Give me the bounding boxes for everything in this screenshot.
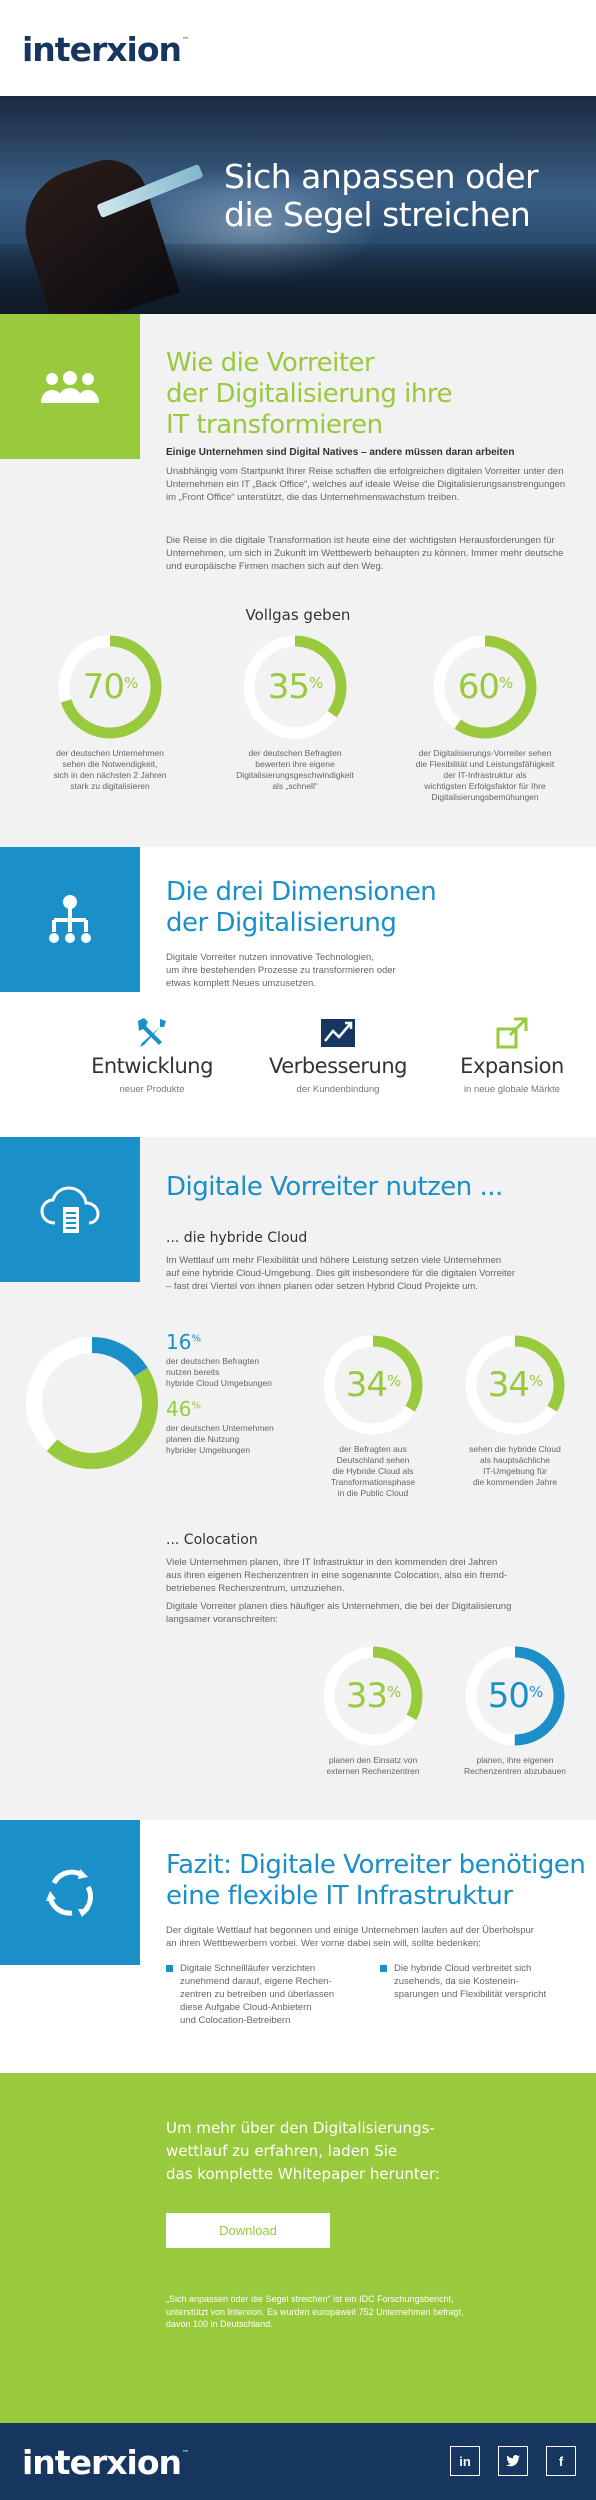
stat-caption: der deutschen Befragten bewerten ihre eig… — [236, 748, 354, 791]
section-title: Digitale Vorreiter nutzen ... — [166, 1172, 503, 1202]
section-conclusion: Fazit: Digitale Vorreiter benötigen eine … — [0, 1820, 596, 2073]
hero-title: Sich anpassen oder die Segel streichen — [224, 157, 539, 234]
expand-icon — [496, 1017, 528, 1049]
section-dimensions: Die drei Dimensionen der Digitalisierung … — [0, 847, 596, 1137]
interxion-logo[interactable]: interxion™ — [22, 30, 189, 69]
interxion-footer-logo[interactable]: interxion™ — [22, 2443, 189, 2482]
subsection-title-cloud: ... die hybride Cloud — [166, 1230, 308, 1246]
paragraph: Digitale Vorreiter nutzen innovative Tec… — [166, 952, 396, 989]
stat-ring: 35% — [242, 634, 348, 740]
stat-value: 33% — [345, 1676, 402, 1716]
ring-value-arc — [323, 1335, 423, 1435]
paragraph: Unabhängig vom Startpunkt Ihrer Reise sc… — [166, 466, 566, 503]
paragraph: Der digitale Wettlauf hat begonnen und e… — [166, 1925, 534, 1949]
ring-value-arc — [58, 635, 162, 739]
stat-value: 35% — [267, 667, 324, 707]
stat-ring: 34% — [322, 1334, 424, 1436]
stat-caption: planen, ihre eigenen Rechenzentren abzuba… — [463, 1755, 567, 1776]
paragraph: Viele Unternehmen planen, ihre IT Infras… — [166, 1557, 508, 1594]
stat-value: 34% — [345, 1365, 402, 1405]
section-title: Die drei Dimensionen der Digitalisierung — [166, 877, 437, 938]
stat-caption: der deutschen Unternehmen sehen die Notwe… — [53, 748, 167, 791]
donut-value-a: 16% — [166, 1330, 201, 1354]
twitter-icon[interactable] — [498, 2446, 528, 2476]
dimension-expansion: Expansion in neue globale Märkte — [422, 1017, 596, 1095]
section-download: Um mehr über den Digitalisierungs-wettla… — [0, 2073, 596, 2423]
dimension-development: Entwicklung neuer Produkte — [62, 1017, 242, 1095]
stat-caption: der Befragten aus Deutschland sehen die Hy… — [330, 1444, 416, 1498]
ring-value-arc — [323, 1646, 423, 1746]
people-icon — [0, 314, 140, 459]
stat-caption: planen den Einsatz von externen Rechenzen… — [326, 1755, 420, 1776]
ring-value-arc — [465, 1335, 565, 1435]
growth-chart-icon — [321, 1019, 355, 1047]
ring-value-arc — [465, 1646, 565, 1746]
cycle-arrows-icon — [0, 1820, 140, 1965]
ring-value-arc — [243, 635, 347, 739]
stat-value: 50% — [487, 1676, 544, 1716]
paragraph: Digitale Vorreiter planen dies häufiger … — [166, 1601, 512, 1625]
bullet-item: Digitale Schnellläufer verzichten zunehme… — [166, 1962, 334, 2027]
linkedin-icon[interactable]: in — [450, 2446, 480, 2476]
section-transform: Wie die Vorreiter der Digitalisierung ihr… — [0, 314, 596, 847]
cloud-server-icon — [0, 1137, 140, 1282]
download-button[interactable]: Download — [166, 2213, 330, 2248]
stat-caption: der Digitalisierungs-Vorreiter sehen die … — [415, 748, 555, 802]
cta-text: Um mehr über den Digitalisierungs-wettla… — [166, 2119, 440, 2183]
hero-banner: Sich anpassen oder die Segel streichen — [0, 96, 596, 314]
section-title: Fazit: Digitale Vorreiter benötigen eine … — [166, 1850, 586, 1911]
stat-ring: 50% — [464, 1645, 566, 1747]
footnote: „Sich anpassen oder die Segel streichen“… — [166, 2294, 464, 2329]
network-icon — [0, 847, 140, 992]
stat-value: 70% — [82, 667, 139, 707]
paragraph: Im Wettlauf um mehr Flexibilität und höh… — [166, 1255, 516, 1292]
paragraph: Die Reise in die digitale Transformation… — [166, 535, 564, 572]
section-title: Wie die Vorreiter der Digitalisierung ihr… — [166, 348, 453, 440]
section-subtitle: Einige Unternehmen sind Digital Natives … — [166, 447, 515, 458]
stat-ring: 34% — [464, 1334, 566, 1436]
stat-value: 34% — [487, 1365, 544, 1405]
stat-caption: sehen die hybride Cloud als hauptsächlich… — [469, 1444, 561, 1487]
donut-legend: 16% der deutschen Befragten nutzen bereit… — [166, 1330, 274, 1455]
subsection-title-colocation: ... Colocation — [166, 1532, 258, 1548]
section-pioneers: Digitale Vorreiter nutzen ... ... die hy… — [0, 1137, 596, 1820]
stat-ring: 70% — [57, 634, 163, 740]
stat-value: 60% — [457, 667, 514, 707]
stat-ring: 33% — [322, 1645, 424, 1747]
header: interxion™ — [0, 0, 596, 96]
dimension-improvement: Verbesserung der Kundenbindung — [248, 1017, 428, 1095]
hybrid-cloud-donut-chart — [26, 1337, 158, 1469]
tools-icon — [138, 1018, 166, 1047]
facebook-icon[interactable]: f — [546, 2446, 576, 2476]
footer: interxion™ — [0, 2423, 596, 2500]
donut-segment-existing — [26, 1337, 158, 1469]
donut-segment-planned — [26, 1337, 158, 1469]
stat-ring: 60% — [432, 634, 538, 740]
ring-value-arc — [433, 635, 537, 739]
bullet-item: Die hybride Cloud verbreitet sich zusehen… — [380, 1962, 546, 2001]
donut-value-b: 46% — [166, 1397, 201, 1421]
stats-heading: Vollgas geben — [245, 606, 351, 624]
